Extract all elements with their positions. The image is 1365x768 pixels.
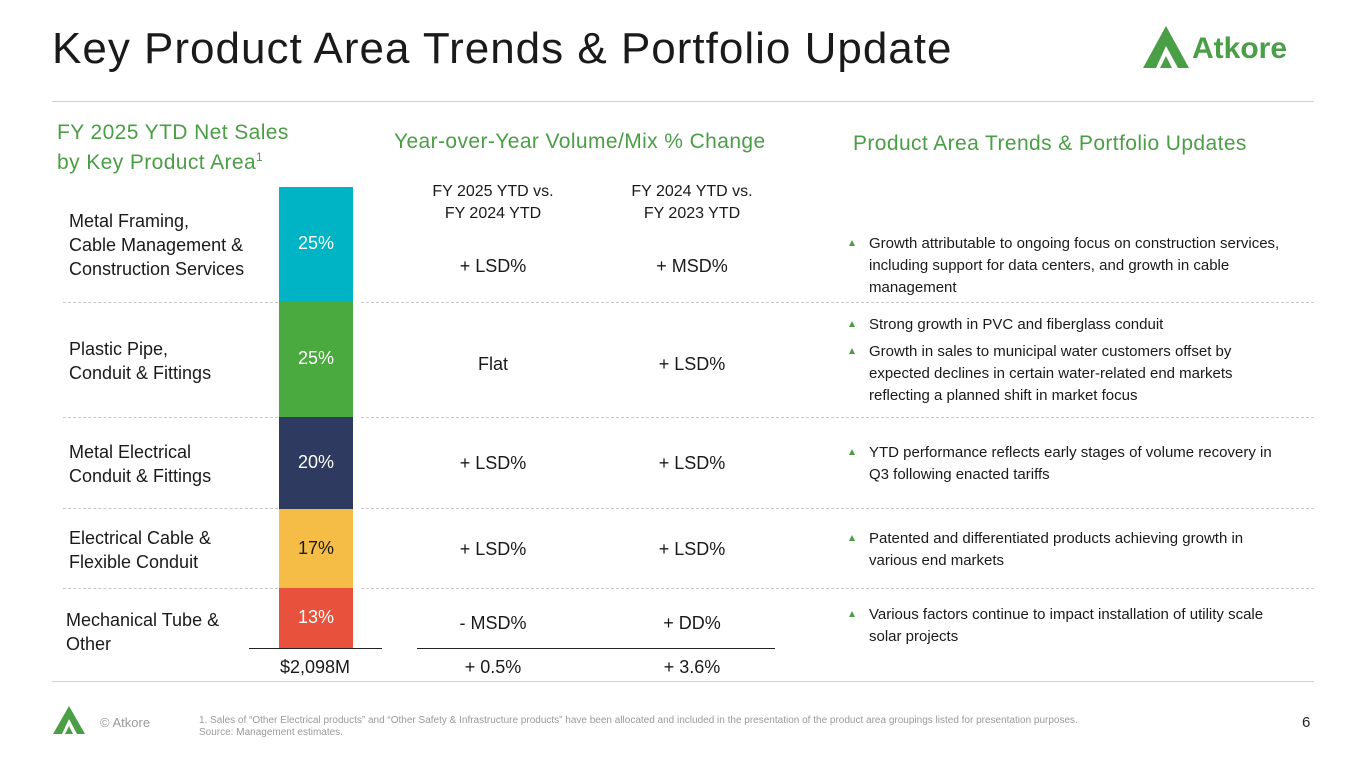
footnote: 1. Sales of “Other Electrical products” … — [199, 715, 1078, 738]
bar-segment-mechanical-tube: 13% — [279, 588, 353, 648]
col-header-fy25: FY 2025 YTD vs. FY 2024 YTD — [432, 183, 554, 222]
row-divider — [63, 508, 278, 509]
footer-divider — [52, 681, 1314, 682]
bar-segment-metal-framing: 25% — [279, 187, 353, 302]
volume-mix-header: Year-over-Year Volume/Mix % Change — [394, 130, 766, 153]
bullet-item: Patented and differentiated products ach… — [849, 528, 1294, 572]
change-fy25-mechanical-tube: - MSD% — [459, 613, 527, 633]
atkore-logo: Atkore — [1142, 24, 1317, 70]
bullet-triangle-icon — [849, 449, 855, 455]
bullet-triangle-icon — [849, 535, 855, 541]
total-rule — [417, 648, 775, 649]
change-fy24-plastic-pipe: + LSD% — [658, 354, 726, 374]
logo-wordmark: Atkore — [1192, 32, 1287, 65]
row-divider — [361, 302, 1314, 303]
page-number: 6 — [1302, 714, 1311, 731]
row-divider — [63, 588, 278, 589]
bullet-triangle-icon — [849, 348, 855, 354]
header-divider — [52, 101, 1314, 102]
change-fy24-electrical-cable: + LSD% — [658, 539, 726, 559]
change-fy25-plastic-pipe: Flat — [477, 354, 508, 374]
category-label-plastic-pipe: Plastic Pipe, Conduit & Fittings — [69, 339, 212, 383]
bullet-item: Growth in sales to municipal water custo… — [849, 341, 1294, 407]
bullet-item: Various factors continue to impact insta… — [849, 604, 1294, 648]
total-net-sales: $2,098M — [279, 657, 351, 677]
change-fy24-mechanical-tube: + DD% — [663, 613, 721, 633]
bar-segment-plastic-pipe: 25% — [279, 302, 353, 417]
row-divider — [361, 588, 1314, 589]
bullet-triangle-icon — [849, 321, 855, 327]
copyright: © Atkore — [100, 715, 151, 730]
category-label-electrical-cable: Electrical Cable & Flexible Conduit — [69, 528, 212, 572]
logo-mark-icon — [1143, 26, 1189, 68]
category-label-mechanical-tube: Mechanical Tube & Other — [66, 610, 220, 654]
total-rule — [249, 648, 382, 649]
row-divider — [63, 302, 278, 303]
bullet-item: Growth attributable to ongoing focus on … — [849, 233, 1294, 299]
change-fy24-metal-framing: + MSD% — [656, 256, 728, 276]
row-divider — [63, 417, 278, 418]
col-header-fy24: FY 2024 YTD vs. FY 2023 YTD — [631, 183, 753, 222]
total-fy24: + 3.6% — [663, 657, 721, 677]
bullet-triangle-icon — [849, 611, 855, 617]
row-divider — [361, 417, 1314, 418]
change-fy25-metal-framing: + LSD% — [459, 256, 527, 276]
change-fy25-metal-conduit: + LSD% — [459, 453, 527, 473]
bullet-item: YTD performance reflects early stages of… — [849, 442, 1294, 486]
net-sales-header: FY 2025 YTD Net Sales by Key Product Are… — [57, 121, 289, 174]
footer-logo-mark-icon — [52, 705, 88, 735]
trends-header: Product Area Trends & Portfolio Updates — [853, 132, 1247, 155]
category-label-metal-conduit: Metal Electrical Conduit & Fittings — [69, 442, 212, 486]
bar-segment-electrical-cable: 17% — [279, 509, 353, 588]
bullet-item: Strong growth in PVC and fiberglass cond… — [849, 314, 1294, 336]
category-label-metal-framing: Metal Framing, Cable Management & Construc… — [69, 211, 245, 279]
total-fy25: + 0.5% — [464, 657, 522, 677]
row-divider — [361, 508, 1314, 509]
change-fy25-electrical-cable: + LSD% — [459, 539, 527, 559]
change-fy24-metal-conduit: + LSD% — [658, 453, 726, 473]
bar-segment-metal-conduit: 20% — [279, 417, 353, 509]
bullet-triangle-icon — [849, 240, 855, 246]
page-title: Key Product Area Trends & Portfolio Upda… — [52, 24, 953, 73]
